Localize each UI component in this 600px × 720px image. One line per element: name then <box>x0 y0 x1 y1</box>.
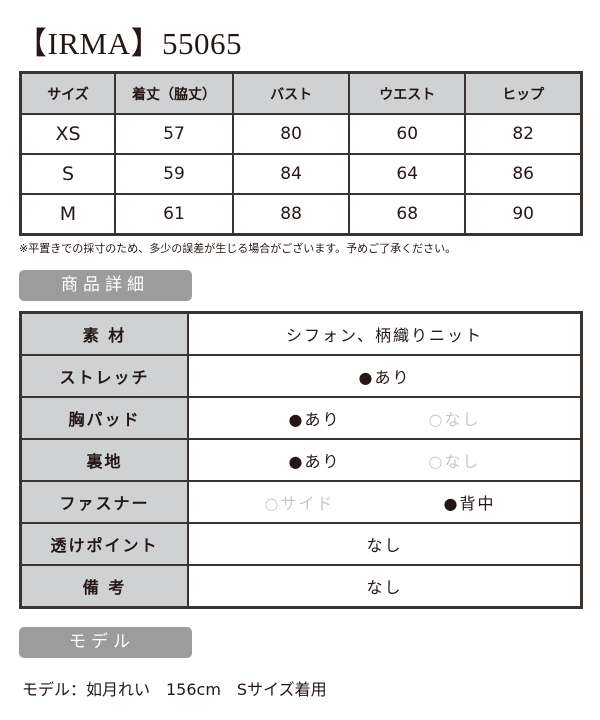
lining-off: ○なし <box>428 452 481 471</box>
detail-row-stretch: ストレッチ ●あり <box>19 354 583 398</box>
fastener-side: ○サイド <box>264 494 335 513</box>
bust-cell: 84 <box>231 153 351 195</box>
hip-cell: 90 <box>464 193 583 236</box>
length-cell: 57 <box>114 113 234 155</box>
sheer-label: 透けポイント <box>19 522 189 566</box>
header-hip: ヒップ <box>464 71 583 115</box>
header-bust: バスト <box>231 71 351 115</box>
details-table: 素 材 シフォン、柄織りニット ストレッチ ●あり 胸パッド ●あり ○なし 裏地… <box>19 311 583 609</box>
detail-row-material: 素 材 シフォン、柄織りニット <box>19 311 583 356</box>
detail-row-remarks: 備 考 なし <box>19 564 583 609</box>
detail-row-lining: 裏地 ●あり ○なし <box>19 438 583 482</box>
size-cell: S <box>19 153 116 195</box>
table-row: M 61 88 68 90 <box>19 193 583 236</box>
detail-row-sheer: 透けポイント なし <box>19 522 583 566</box>
lining-options: ●あり ○なし <box>187 438 583 482</box>
lining-label: 裏地 <box>19 438 189 482</box>
pad-on: ●あり <box>288 410 341 429</box>
detail-row-pad: 胸パッド ●あり ○なし <box>19 396 583 440</box>
remarks-label: 備 考 <box>19 564 189 609</box>
size-table: サイズ 着丈（脇丈） バスト ウエスト ヒップ XS 57 80 60 82 S… <box>19 71 583 236</box>
table-row: XS 57 80 60 82 <box>19 113 583 155</box>
size-table-header: サイズ 着丈（脇丈） バスト ウエスト ヒップ <box>19 71 583 115</box>
model-info: モデル：如月れい 156cm Sサイズ着用 <box>22 680 327 699</box>
size-cell: M <box>19 193 116 236</box>
fastener-back: ●背中 <box>443 494 496 513</box>
bust-cell: 88 <box>231 193 351 236</box>
hip-cell: 82 <box>464 113 583 155</box>
sheer-value: なし <box>187 522 583 566</box>
remarks-value: なし <box>187 564 583 609</box>
table-row: S 59 84 64 86 <box>19 153 583 195</box>
header-waist: ウエスト <box>348 71 467 115</box>
measurement-note: ※平置きでの採寸のため、多少の誤差が生じる場合がございます。予めご了承ください。 <box>19 242 457 255</box>
waist-cell: 68 <box>348 193 467 236</box>
fastener-label: ファスナー <box>19 480 189 524</box>
model-badge: モデル <box>19 627 192 658</box>
fastener-options: ○サイド ●背中 <box>187 480 583 524</box>
material-label: 素 材 <box>19 311 189 356</box>
detail-row-fastener: ファスナー ○サイド ●背中 <box>19 480 583 524</box>
size-cell: XS <box>19 113 116 155</box>
length-cell: 59 <box>114 153 234 195</box>
lining-on: ●あり <box>288 452 341 471</box>
stretch-value: ●あり <box>187 354 583 398</box>
pad-label: 胸パッド <box>19 396 189 440</box>
pad-options: ●あり ○なし <box>187 396 583 440</box>
length-cell: 61 <box>114 193 234 236</box>
details-badge: 商品詳細 <box>19 270 192 301</box>
waist-cell: 64 <box>348 153 467 195</box>
stretch-label: ストレッチ <box>19 354 189 398</box>
page-title: 【IRMA】55065 <box>16 26 242 61</box>
material-value: シフォン、柄織りニット <box>187 311 583 356</box>
waist-cell: 60 <box>348 113 467 155</box>
pad-off: ○なし <box>428 410 481 429</box>
header-size: サイズ <box>19 71 116 115</box>
hip-cell: 86 <box>464 153 583 195</box>
header-length: 着丈（脇丈） <box>114 71 234 115</box>
bust-cell: 80 <box>231 113 351 155</box>
